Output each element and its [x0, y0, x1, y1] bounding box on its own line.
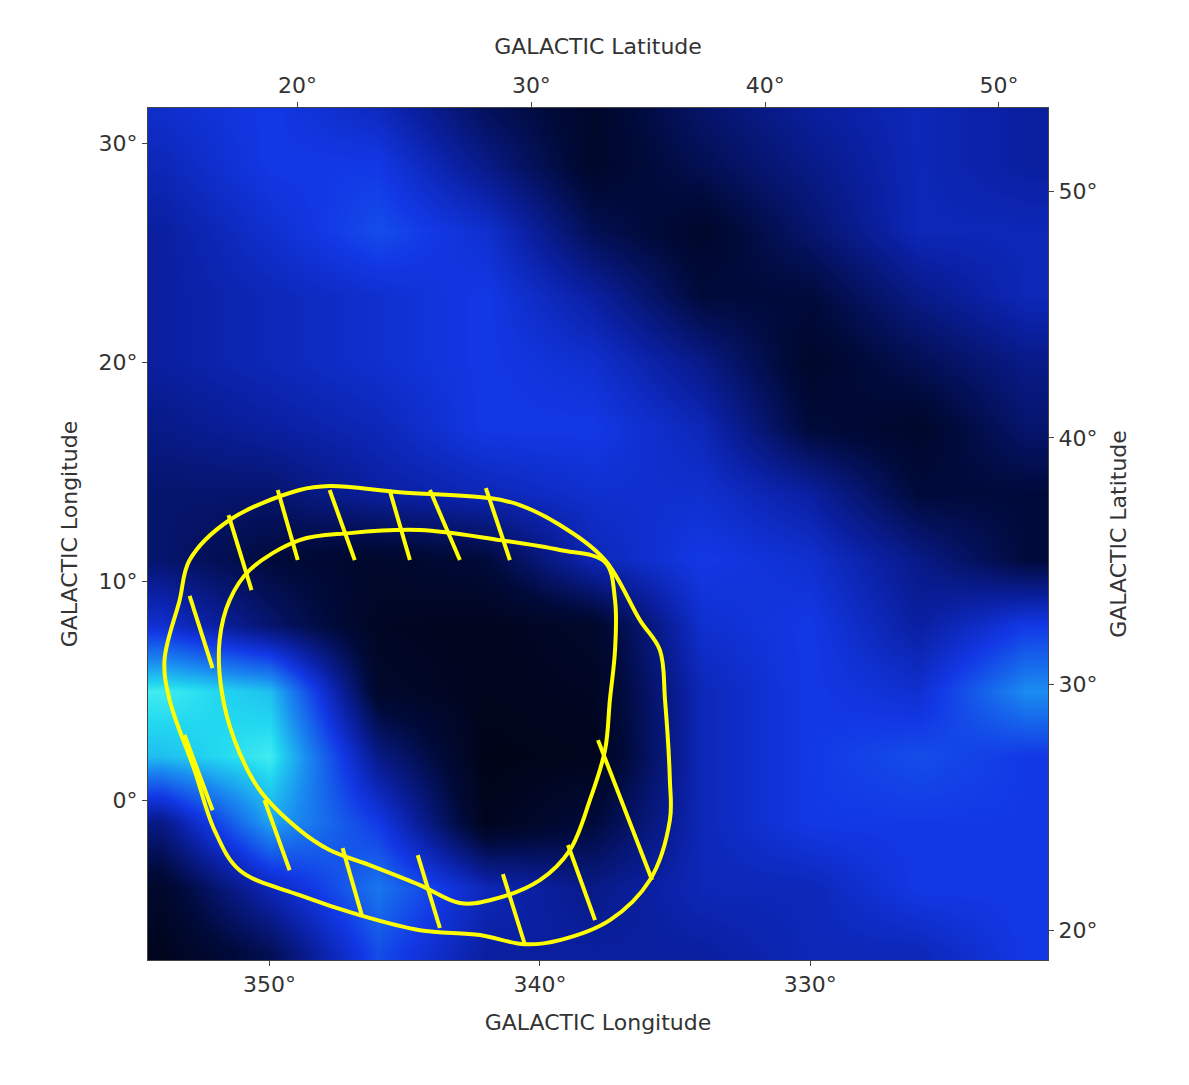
svg-text:20°: 20° — [278, 73, 317, 98]
svg-text:GALACTIC Longitude: GALACTIC Longitude — [57, 421, 82, 648]
svg-text:GALACTIC Longitude: GALACTIC Longitude — [485, 1010, 712, 1035]
svg-text:GALACTIC Latitude: GALACTIC Latitude — [1106, 430, 1131, 638]
svg-text:40°: 40° — [1058, 426, 1097, 451]
svg-text:50°: 50° — [1058, 179, 1097, 204]
svg-text:30°: 30° — [1058, 672, 1097, 697]
svg-text:50°: 50° — [979, 73, 1018, 98]
svg-text:GALACTIC Latitude: GALACTIC Latitude — [494, 34, 702, 59]
svg-text:10°: 10° — [99, 569, 138, 594]
svg-text:20°: 20° — [1058, 918, 1097, 943]
svg-text:340°: 340° — [513, 972, 566, 997]
svg-text:330°: 330° — [784, 972, 837, 997]
svg-text:20°: 20° — [99, 350, 138, 375]
svg-text:30°: 30° — [512, 73, 551, 98]
svg-text:30°: 30° — [99, 131, 138, 156]
svg-text:350°: 350° — [243, 972, 296, 997]
svg-text:0°: 0° — [113, 788, 138, 813]
svg-text:40°: 40° — [746, 73, 785, 98]
